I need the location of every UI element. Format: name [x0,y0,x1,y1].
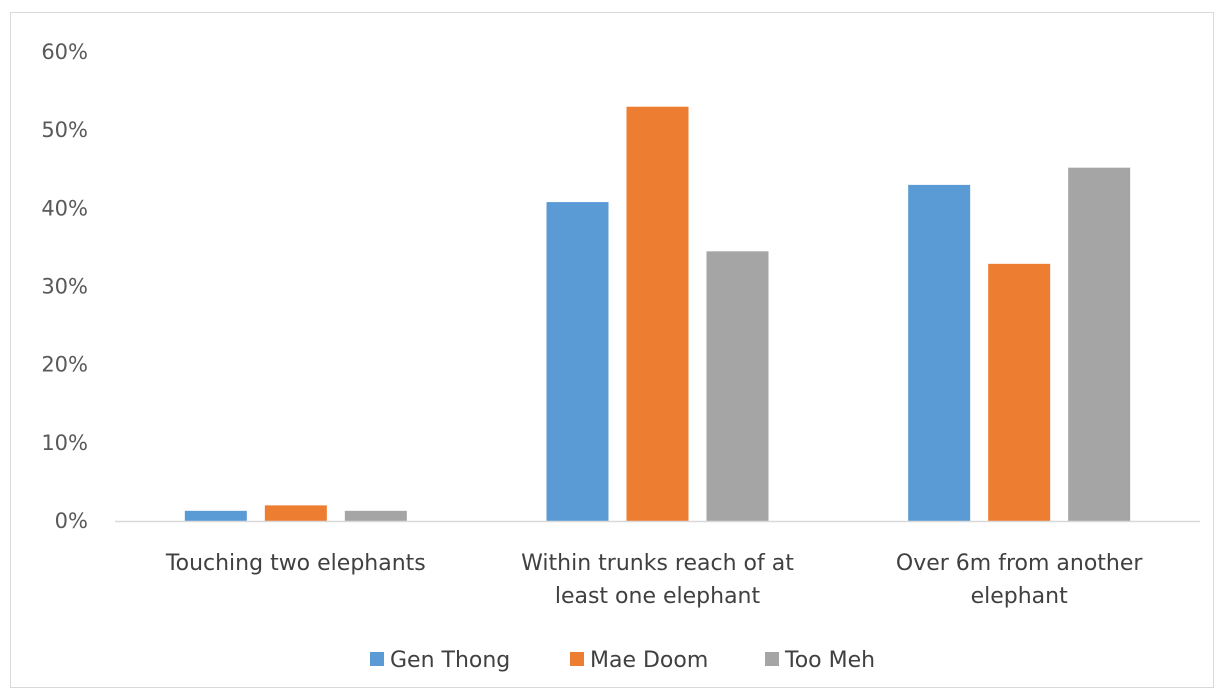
legend-swatch [370,652,384,666]
x-category-label: elephant [971,584,1069,609]
y-tick-label: 30% [41,275,88,299]
x-category-label: Over 6m from another [896,551,1144,576]
y-tick-label: 60% [41,40,88,64]
y-tick-label: 0% [55,509,88,533]
bar-too-meh-0 [344,510,407,521]
bar-too-meh-2 [1068,167,1131,522]
legend-swatch [570,652,584,666]
legend-label: Gen Thong [390,648,510,673]
bars [184,106,1131,522]
legend: Gen Thong Mae Doom Too Meh [370,648,875,673]
x-axis: Touching two elephants Within trunks reac… [115,520,1200,609]
bar-mae-doom-0 [264,505,327,521]
y-tick-label: 20% [41,353,88,377]
legend-swatch [765,652,779,666]
bar-mae-doom-1 [626,106,689,521]
y-tick-label: 50% [41,118,88,142]
x-category-label: least one elephant [555,584,761,609]
bar-mae-doom-2 [988,263,1051,521]
bar-too-meh-1 [706,251,769,521]
x-category-label: Touching two elephants [165,551,426,576]
y-tick-label: 10% [41,431,88,455]
bar-gen-thong-1 [546,202,609,521]
x-category-label: Within trunks reach of at [521,551,794,576]
y-axis: 0% 10% 20% 30% 40% 50% 60% [41,40,88,533]
bar-gen-thong-0 [184,510,247,521]
bar-gen-thong-2 [908,184,971,521]
y-tick-label: 40% [41,196,88,220]
legend-label: Mae Doom [590,648,708,673]
legend-label: Too Meh [784,648,875,673]
